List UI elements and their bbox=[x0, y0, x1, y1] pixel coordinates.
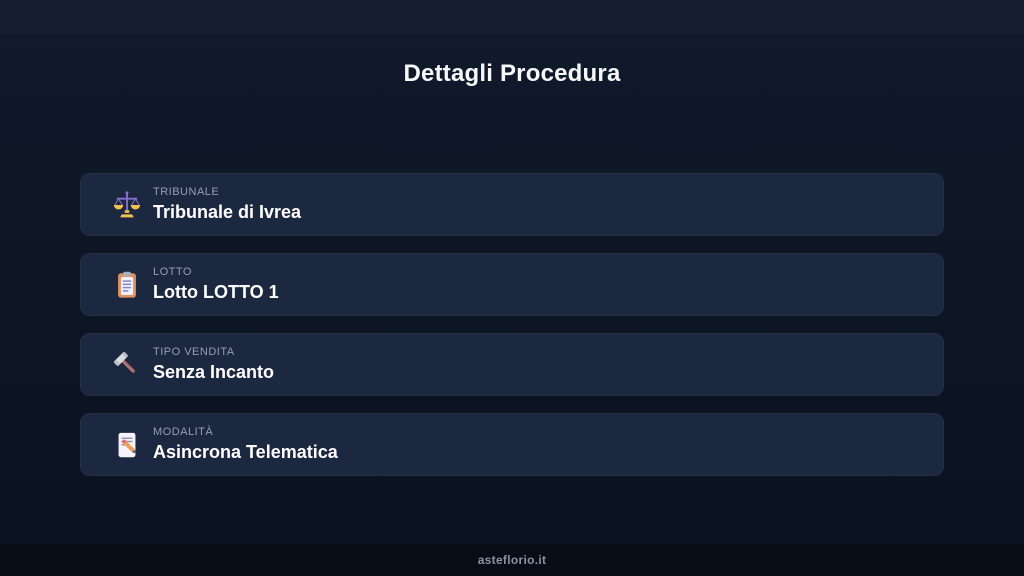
card-tipo-vendita: TIPO VENDITA Senza Incanto bbox=[80, 333, 944, 396]
card-lotto: LOTTO Lotto LOTTO 1 bbox=[80, 253, 944, 316]
footer-bar: asteflorio.it bbox=[0, 544, 1024, 576]
scales-icon bbox=[112, 190, 142, 220]
site-name: asteflorio.it bbox=[477, 553, 547, 567]
card-tribunale: TRIBUNALE Tribunale di Ivrea bbox=[80, 173, 944, 236]
clipboard-icon bbox=[112, 270, 142, 300]
card-value: Lotto LOTTO 1 bbox=[153, 282, 279, 302]
card-label: MODALITÀ bbox=[153, 426, 214, 438]
hammer-icon bbox=[112, 350, 142, 380]
card-text: MODALITÀ Asincrona Telematica bbox=[153, 426, 338, 463]
card-value: Senza Incanto bbox=[153, 362, 275, 382]
card-label: LOTTO bbox=[153, 266, 192, 278]
card-value: Asincrona Telematica bbox=[153, 442, 338, 462]
card-label: TIPO VENDITA bbox=[153, 346, 235, 358]
card-text: TIPO VENDITA Senza Incanto bbox=[153, 346, 274, 383]
card-text: LOTTO Lotto LOTTO 1 bbox=[153, 266, 279, 303]
page-title: Dettagli Procedura bbox=[403, 60, 621, 87]
top-bar bbox=[0, 0, 1024, 33]
card-value: Tribunale di Ivrea bbox=[153, 202, 302, 222]
card-label: TRIBUNALE bbox=[153, 186, 220, 198]
card-text: TRIBUNALE Tribunale di Ivrea bbox=[153, 186, 301, 223]
memo-icon bbox=[112, 430, 142, 460]
card-modalita: MODALITÀ Asincrona Telematica bbox=[80, 413, 944, 476]
detail-cards: TRIBUNALE Tribunale di Ivrea LOTTO Lo bbox=[80, 173, 944, 476]
